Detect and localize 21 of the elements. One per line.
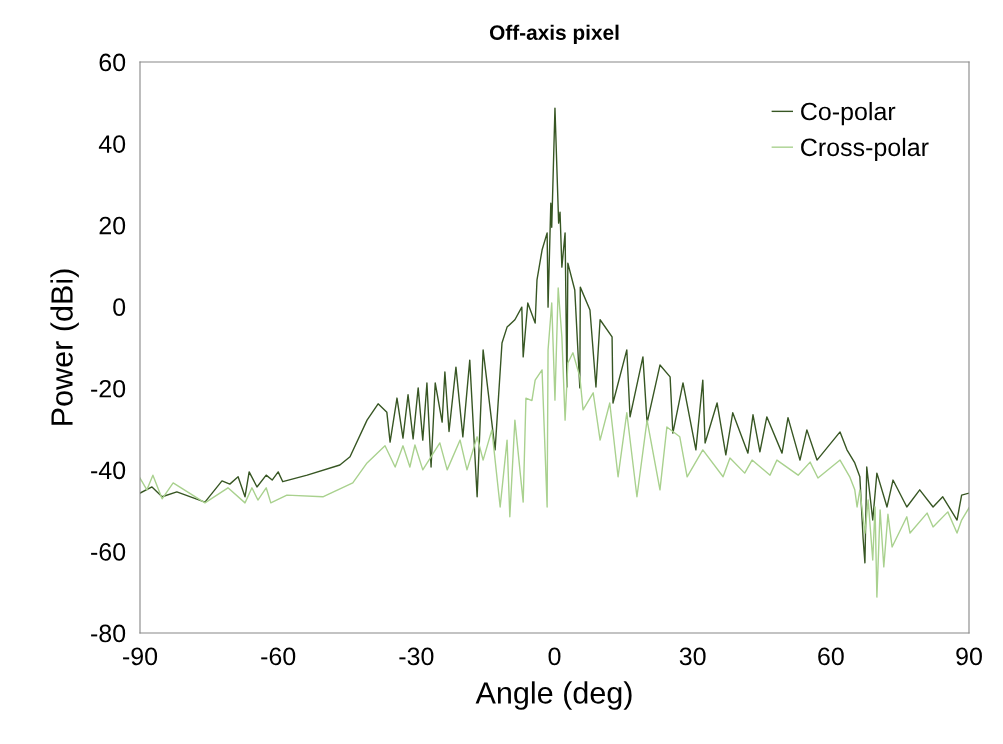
y-tick-label: -40 [91,461,126,480]
y-tick-label: 40 [98,135,126,153]
x-tick-label: 90 [956,647,982,666]
y-tick-label: -20 [91,379,126,398]
y-tick-label: -60 [91,543,126,561]
chart-title: Off-axis pixel [489,24,619,45]
y-tick-label: -80 [91,624,126,643]
y-axis-title: Power (dBi) [50,269,79,425]
legend-label: Co-polar [801,102,896,126]
y-tick-label: 60 [99,53,126,72]
x-tick-label: 60 [818,647,844,666]
y-tick-label: 0 [113,298,126,317]
line-series [140,287,969,598]
x-tick-label: -60 [261,647,296,666]
x-tick-label: 0 [548,647,561,666]
x-tick-label: -90 [123,647,158,666]
x-tick-label: 30 [679,647,706,666]
y-tick-label: 20 [99,216,126,235]
x-axis-title: Angle (deg) [475,681,632,710]
legend-label: Cross-polar [801,137,929,162]
x-tick-label: -30 [399,647,434,666]
